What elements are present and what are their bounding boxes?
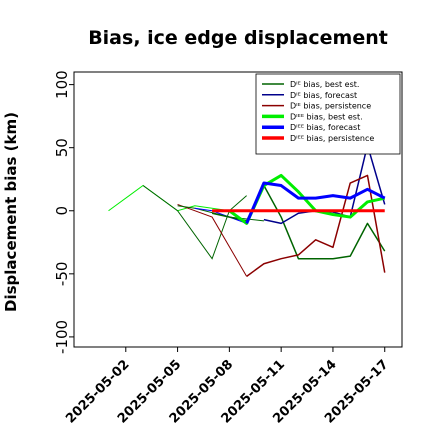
legend-entry-0: Dᴵᴱ bias, best est. <box>290 80 359 89</box>
background-line-0 <box>108 184 230 212</box>
y-axis: 100 50 0 -50 -100 <box>53 70 74 354</box>
background-line-1 <box>142 185 247 260</box>
legend-entry-3: Dᴵᴱᴱ bias, best est. <box>290 112 363 121</box>
y-tick-label: 0 <box>53 206 71 216</box>
legend-entry-2: Dᴵᴱ bias, persistence <box>290 102 371 111</box>
y-tick-label: 100 <box>53 70 71 99</box>
legend-entry-5: Dᴵᴱᴱ bias, persistence <box>290 134 374 143</box>
legend-box <box>255 73 401 155</box>
y-tick-label: -50 <box>53 262 71 287</box>
background-line-2 <box>177 203 248 277</box>
background-line-3 <box>177 205 264 222</box>
chart-title: Bias, ice edge displacement <box>88 27 388 49</box>
legend-entry-1: Dᴵᴱ bias, forecast <box>290 91 357 100</box>
plot-frame <box>73 71 403 348</box>
y-tick-label: -100 <box>53 320 71 354</box>
legend-entry-4: Dᴵᴱᴱ bias, forecast <box>290 123 360 132</box>
y-tick-label: 50 <box>53 138 71 157</box>
series-line-2 <box>246 174 386 277</box>
legend: Dᴵᴱ bias, best est. Dᴵᴱ bias, forecast Dᴵᴱ… <box>255 73 401 155</box>
y-axis-label: Displacement bias (km) <box>2 112 20 312</box>
x-axis: 2025-05-022025-05-052025-05-082025-05-11… <box>63 347 392 427</box>
background-lines-layer <box>108 184 264 277</box>
series-line-4 <box>245 181 386 224</box>
series-layer <box>211 144 386 277</box>
